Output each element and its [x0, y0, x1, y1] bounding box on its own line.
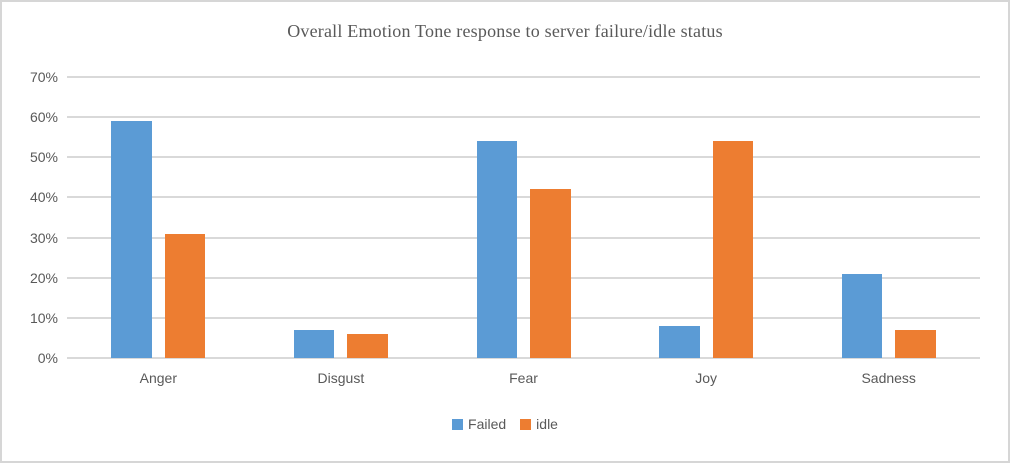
y-tick-label-40: 40% [29, 189, 58, 206]
gridline [67, 196, 980, 199]
bar-idle-joy [712, 141, 754, 358]
bar-idle-fear [530, 189, 571, 358]
legend: Failed idle [2, 416, 1008, 432]
chart-title: Overall Emotion Tone response to server … [287, 21, 723, 41]
bar-failed-joy [659, 325, 700, 358]
y-tick-label-10: 10% [29, 309, 58, 326]
gridline [67, 156, 980, 159]
bar-failed-anger [111, 121, 152, 358]
x-label-sadness: Sadness [861, 370, 916, 386]
legend-item-idle: idle [520, 416, 558, 432]
gridline [67, 76, 980, 78]
gridline [67, 276, 980, 279]
legend-swatch-idle [520, 418, 532, 430]
bar-idle-anger [164, 233, 206, 358]
bar-failed-disgust [293, 329, 335, 358]
legend-label-idle: idle [536, 416, 558, 432]
x-axis-line [67, 357, 980, 359]
plot-area [67, 76, 980, 359]
x-label-fear: Fear [509, 370, 538, 386]
bar-idle-disgust [347, 333, 388, 358]
gridline [67, 116, 980, 119]
legend-item-failed: Failed [452, 416, 506, 432]
legend-label-failed: Failed [468, 416, 507, 432]
legend-swatch-failed [452, 418, 464, 430]
y-tick-label-50: 50% [29, 149, 58, 166]
x-label-anger: Anger [139, 370, 177, 386]
bar-idle-sadness [895, 329, 936, 358]
y-tick-label-30: 30% [29, 229, 58, 246]
y-tick-label-60: 60% [29, 109, 58, 126]
y-tick-label-0: 0% [37, 350, 58, 366]
bar-failed-fear [476, 141, 517, 358]
y-tick-label-20: 20% [29, 269, 58, 286]
x-label-disgust: Disgust [317, 370, 365, 386]
gridline [67, 316, 980, 319]
bar-failed-sadness [841, 273, 883, 358]
gridline [67, 236, 980, 239]
x-label-joy: Joy [695, 370, 717, 386]
y-tick-label-70: 70% [29, 69, 58, 85]
